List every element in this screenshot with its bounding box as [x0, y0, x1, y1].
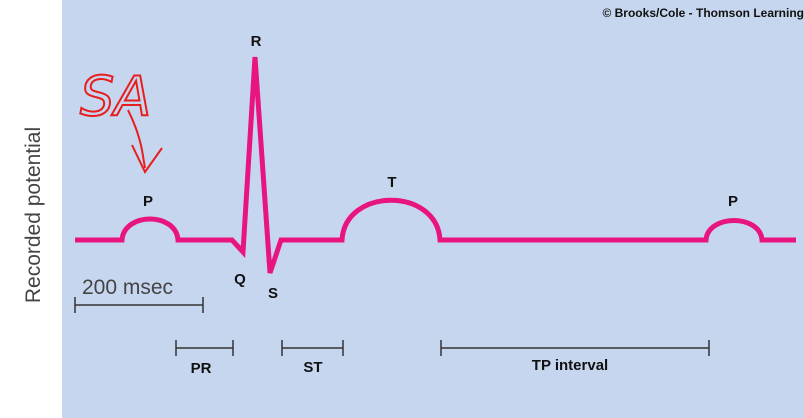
y-axis-label: Recorded potential	[22, 127, 45, 303]
interval-label: ST	[303, 359, 322, 376]
wave-label: Q	[234, 271, 246, 288]
interval-label: PR	[191, 360, 212, 377]
wave-label: S	[268, 285, 278, 302]
interval-bracket	[175, 340, 234, 356]
handwritten-annotation: SA	[80, 65, 151, 128]
panel-background	[62, 0, 804, 418]
ecg-trace	[75, 56, 796, 274]
wave-label: P	[728, 193, 738, 210]
interval-bracket	[281, 340, 344, 356]
interval-label: TP interval	[532, 357, 608, 374]
wave-label: P	[143, 193, 153, 210]
wave-label: R	[251, 33, 262, 50]
copyright: © Brooks/Cole - Thomson Learning	[602, 6, 804, 20]
scale-label: 200 msec	[82, 276, 173, 299]
interval-bracket	[440, 340, 710, 356]
handwritten-arrow	[127, 109, 163, 174]
scale-bar	[74, 297, 204, 313]
wave-label: T	[387, 174, 396, 191]
